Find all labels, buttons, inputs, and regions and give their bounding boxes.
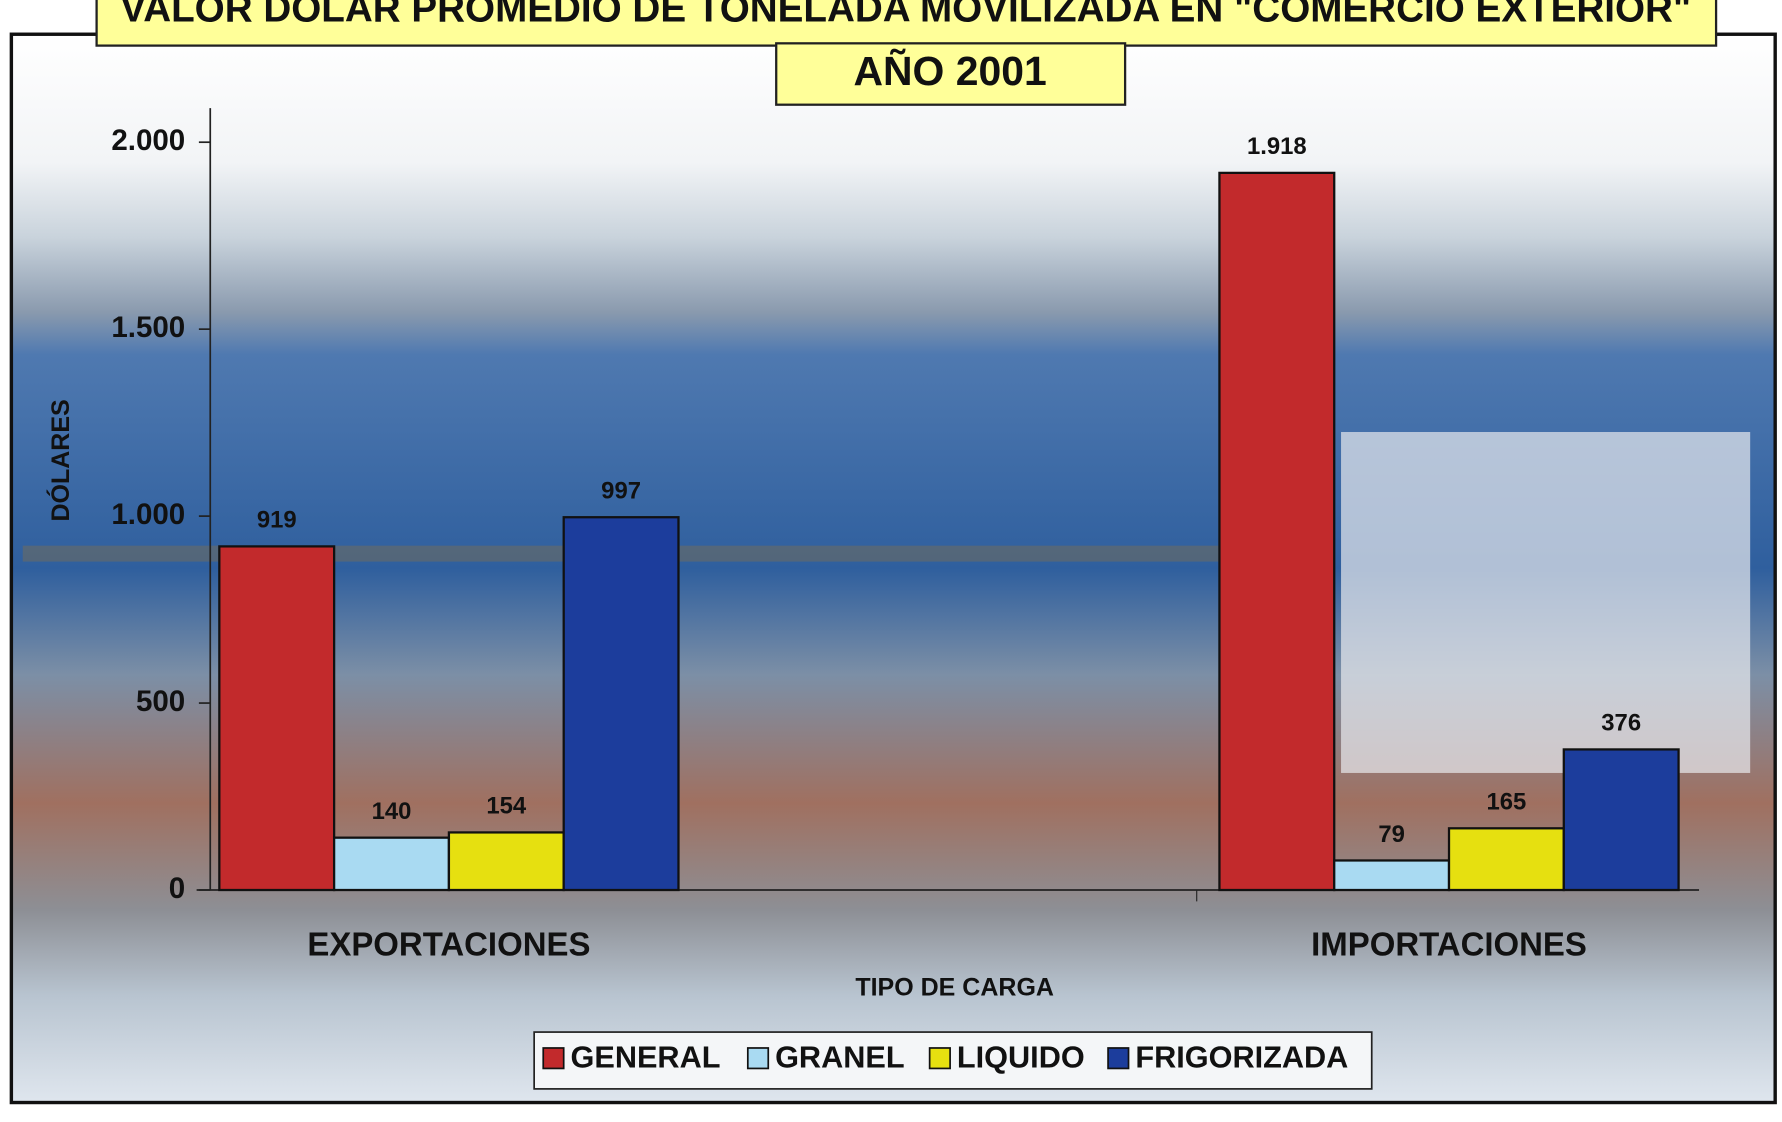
- legend-label: GRANEL: [775, 1039, 905, 1074]
- legend-label: LIQUIDO: [957, 1039, 1085, 1074]
- bar: [1562, 748, 1680, 892]
- data-label: 997: [601, 478, 641, 505]
- legend-swatch: [1107, 1047, 1130, 1070]
- y-tick-label: 2.000: [111, 124, 185, 157]
- legend-label: GENERAL: [571, 1039, 721, 1074]
- legend-swatch: [746, 1047, 770, 1070]
- data-label: 919: [257, 507, 297, 534]
- bar: [562, 516, 680, 892]
- data-label: 376: [1601, 710, 1641, 737]
- y-tick-label: 0: [169, 872, 185, 905]
- bar: [332, 836, 451, 892]
- x-tick-label: IMPORTACIONES: [1311, 926, 1587, 963]
- bar: [1218, 171, 1336, 892]
- x-axis-label: TIPO DE CARGA: [855, 973, 1054, 1001]
- y-tick-label: 1.500: [111, 311, 185, 344]
- legend-label: FRIGORIZADA: [1135, 1039, 1348, 1074]
- ship-shape: [1341, 432, 1751, 773]
- data-label: 1.918: [1247, 133, 1307, 160]
- data-label: 140: [372, 798, 412, 825]
- y-axis-label: DÓLARES: [45, 399, 75, 521]
- legend-swatch: [928, 1047, 951, 1070]
- data-label: 165: [1486, 789, 1526, 816]
- subtitle-box: [775, 42, 1127, 106]
- bar: [1447, 827, 1565, 892]
- data-label: 154: [486, 793, 527, 820]
- chart-title: VALOR DÓLAR PROMEDIO DE TONELADA MOVILIZ…: [120, 0, 1691, 31]
- data-label: 79: [1378, 821, 1405, 848]
- bar: [447, 831, 565, 892]
- y-tick-label: 500: [136, 685, 185, 718]
- bar: [218, 545, 336, 892]
- bar: [1333, 859, 1451, 892]
- legend-swatch: [542, 1047, 565, 1070]
- legend-box: [533, 1031, 1373, 1090]
- x-tick-label: EXPORTACIONES: [307, 926, 590, 963]
- y-tick-label: 1.000: [111, 498, 185, 531]
- chart-subtitle: AÑO 2001: [853, 48, 1046, 94]
